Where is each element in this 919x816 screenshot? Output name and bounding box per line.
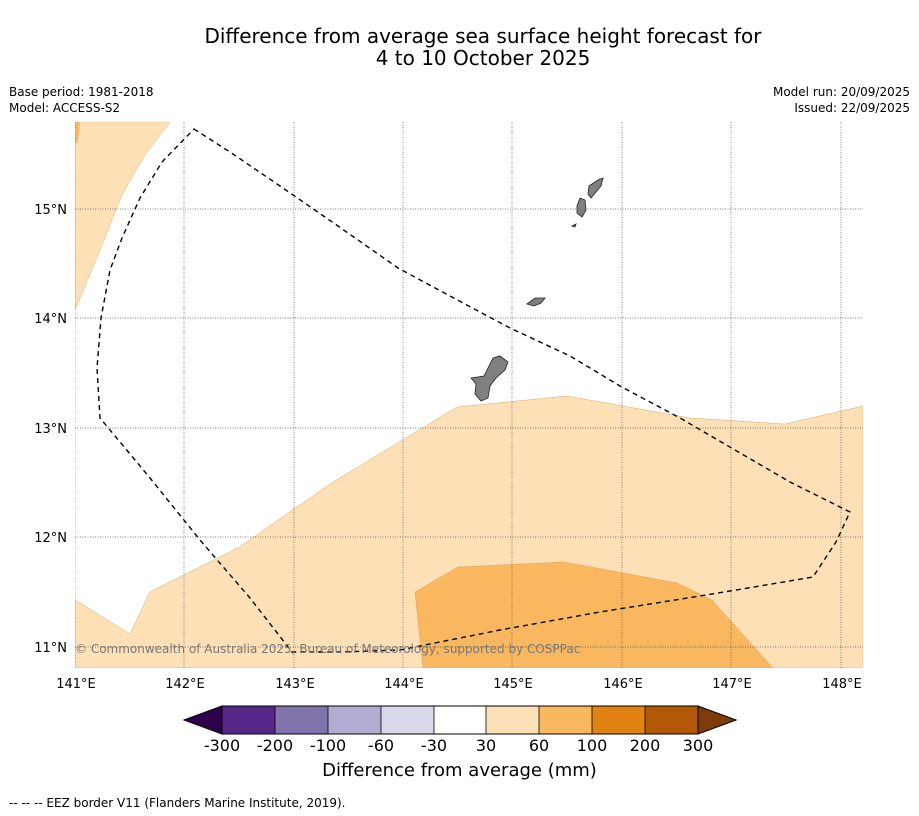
colorbar-tick: -300 xyxy=(204,736,240,755)
model-run-label: Model run: 20/09/2025 xyxy=(772,85,910,99)
island-tinian xyxy=(576,197,587,218)
colorbar-tick: -60 xyxy=(368,736,394,755)
lon-label: 145°E xyxy=(493,677,533,692)
colorbar-tick: 60 xyxy=(529,736,549,755)
anomaly-region-60-100-corner xyxy=(75,122,80,145)
lon-label: 146°E xyxy=(603,677,643,692)
eez-footnote: -- -- -- EEZ border V11 (Flanders Marine… xyxy=(9,796,346,810)
lat-label: 12°N xyxy=(34,531,67,546)
copyright-notice: © Commonwealth of Australia 2025, Bureau… xyxy=(75,642,580,656)
gridlines xyxy=(75,122,863,668)
lon-label: 141°E xyxy=(56,677,96,692)
eez-border xyxy=(96,128,851,653)
anomaly-region-30-60-west xyxy=(75,122,171,311)
colorbar-above-arrow xyxy=(697,705,738,735)
colorbar-swatch xyxy=(592,706,645,734)
colorbar-swatch xyxy=(222,706,275,734)
issued-label: Issued: 22/09/2025 xyxy=(794,101,910,115)
lat-label: 11°N xyxy=(34,641,67,656)
map-panel: © Commonwealth of Australia 2025, Bureau… xyxy=(75,122,863,668)
colorbar-swatch xyxy=(434,706,486,734)
colorbar-swatch xyxy=(381,706,434,734)
colorbar-swatch xyxy=(275,706,328,734)
lat-label: 13°N xyxy=(34,422,67,437)
island-saipan xyxy=(587,177,604,199)
lon-label: 142°E xyxy=(165,677,205,692)
colorbar-tick: -200 xyxy=(257,736,293,755)
lon-label: 147°E xyxy=(712,677,752,692)
lon-label: 144°E xyxy=(384,677,424,692)
lon-label: 143°E xyxy=(275,677,315,692)
colorbar-tick: 30 xyxy=(476,736,496,755)
colorbar-swatch xyxy=(645,706,698,734)
colorbar-tick: 200 xyxy=(630,736,661,755)
lat-label: 14°N xyxy=(34,312,67,327)
colorbar-tick: -30 xyxy=(421,736,447,755)
colorbar-swatch xyxy=(539,706,592,734)
colorbar-title: Difference from average (mm) xyxy=(322,760,597,781)
colorbar-swatch xyxy=(328,706,381,734)
island-rota xyxy=(526,297,546,307)
colorbar-below-arrow xyxy=(182,705,223,735)
base-period-label: Base period: 1981-2018 xyxy=(9,85,154,99)
map-title-line1: Difference from average sea surface heig… xyxy=(204,24,762,48)
map-title-line2: 4 to 10 October 2025 xyxy=(375,46,591,70)
colorbar-tick: 100 xyxy=(577,736,608,755)
colorbar-swatch xyxy=(486,706,539,734)
colorbar-tick: -100 xyxy=(310,736,346,755)
model-label: Model: ACCESS-S2 xyxy=(9,101,121,115)
latitude-labels: 15°N 14°N 13°N 12°N 11°N xyxy=(34,203,67,656)
anomaly-region-60-100 xyxy=(414,561,774,668)
lat-label: 15°N xyxy=(34,203,67,218)
island-guam xyxy=(470,355,509,402)
island-aguijan xyxy=(570,223,577,228)
colorbar-tick: 300 xyxy=(683,736,714,755)
lon-label: 148°E xyxy=(822,677,862,692)
colorbar: -300 -200 -100 -60 -30 30 60 100 200 300 xyxy=(182,705,738,755)
landmasses xyxy=(470,177,604,402)
longitude-labels: 141°E 142°E 143°E 144°E 145°E 146°E 147°… xyxy=(56,677,862,692)
